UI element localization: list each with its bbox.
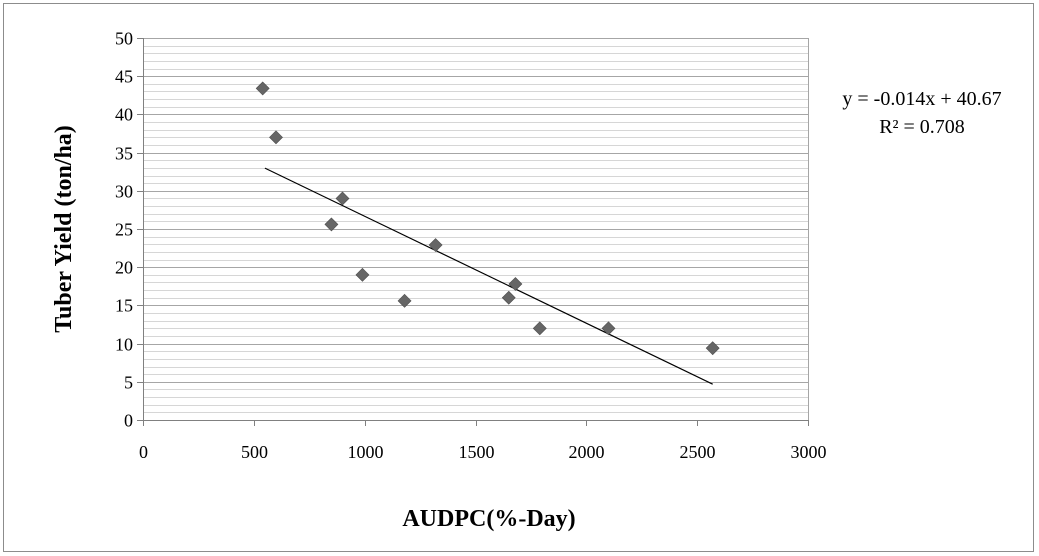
data-point-marker bbox=[269, 130, 283, 145]
data-point-marker bbox=[428, 238, 443, 252]
r-squared-label: R² = 0.708 bbox=[879, 116, 965, 138]
y-tick-label: 0 bbox=[124, 411, 133, 431]
trendline bbox=[264, 167, 713, 385]
y-tick-label: 15 bbox=[115, 296, 133, 316]
data-point-marker bbox=[255, 81, 270, 96]
y-tick-label: 40 bbox=[115, 105, 133, 125]
x-tick-label: 1000 bbox=[348, 442, 384, 462]
x-tick-label: 2000 bbox=[569, 442, 605, 462]
data-point-marker bbox=[324, 217, 339, 232]
y-tick-label: 50 bbox=[115, 29, 133, 49]
y-tick-label: 35 bbox=[115, 144, 133, 164]
x-tick-label: 1500 bbox=[459, 442, 495, 462]
y-tick-label: 20 bbox=[115, 258, 133, 278]
axes bbox=[137, 38, 809, 426]
y-tick-label: 10 bbox=[115, 335, 133, 355]
chart-frame bbox=[3, 3, 1034, 552]
x-tick-label: 3000 bbox=[791, 442, 827, 462]
data-point-marker bbox=[705, 341, 720, 356]
trendline-line bbox=[264, 167, 713, 385]
data-point-marker bbox=[335, 191, 350, 206]
grid-lines bbox=[143, 38, 809, 420]
y-tick-label: 25 bbox=[115, 220, 133, 240]
x-tick-label: 2500 bbox=[680, 442, 716, 462]
data-points bbox=[255, 81, 720, 356]
data-point-marker bbox=[532, 321, 547, 336]
data-point-marker bbox=[601, 321, 616, 336]
data-point-marker bbox=[501, 290, 516, 305]
x-tick-label: 0 bbox=[139, 442, 148, 462]
x-tick-label: 500 bbox=[241, 442, 268, 462]
trendline-equation: y = -0.014x + 40.67 bbox=[842, 88, 1001, 110]
x-axis-title: AUDPC(%-Day) bbox=[402, 506, 575, 532]
y-tick-label: 30 bbox=[115, 182, 133, 202]
data-point-marker bbox=[397, 293, 412, 308]
data-point-marker bbox=[355, 267, 370, 282]
y-axis-title: Tuber Yield (ton/ha) bbox=[51, 125, 77, 333]
y-tick-label: 5 bbox=[124, 373, 133, 393]
data-point-marker bbox=[508, 277, 523, 291]
y-tick-label: 45 bbox=[115, 67, 133, 87]
